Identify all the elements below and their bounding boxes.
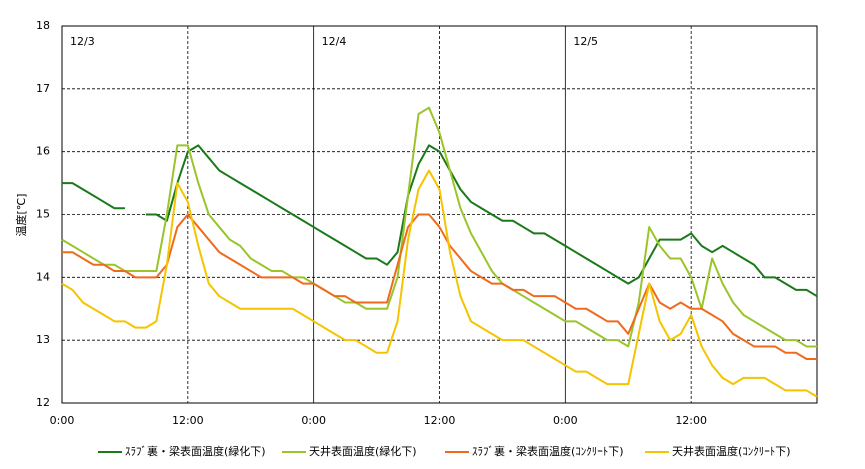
legend-label: 天井表面温度(緑化下) [309,444,417,458]
data-line [62,213,817,361]
x-tick-label: 0:00 [301,414,326,427]
annotation: 12/3 [70,35,95,48]
plot-frame [61,25,818,404]
legend-label: 天井表面温度(ｺﾝｸﾘｰﾄ下) [672,444,791,458]
data-line [61,106,817,348]
y-tick-label: 17 [36,82,50,95]
legend-label: ｽﾗﾌﾞ裏・梁表面温度(緑化下) [125,444,266,458]
y-tick-label: 16 [36,145,50,158]
y-tick-label: 18 [36,19,50,32]
data-line [61,169,818,398]
x-tick-label: 12:00 [172,414,204,427]
y-tick-label: 13 [36,333,50,346]
y-tick-label: 14 [36,270,50,283]
y-tick-label: 15 [36,208,50,221]
x-tick-label: 12:00 [424,414,456,427]
x-tick-label: 12:00 [675,414,707,427]
x-tick-label: 0:00 [50,414,75,427]
x-tick-label: 0:00 [553,414,578,427]
y-tick-label: 12 [36,396,50,409]
data-line [62,144,818,298]
annotation: 12/5 [573,35,598,48]
legend-label: ｽﾗﾌﾞ裏・梁表面温度(ｺﾝｸﾘｰﾄ下) [472,444,624,458]
annotation: 12/4 [322,35,347,48]
y-axis-label: 温度[℃] [14,194,28,237]
